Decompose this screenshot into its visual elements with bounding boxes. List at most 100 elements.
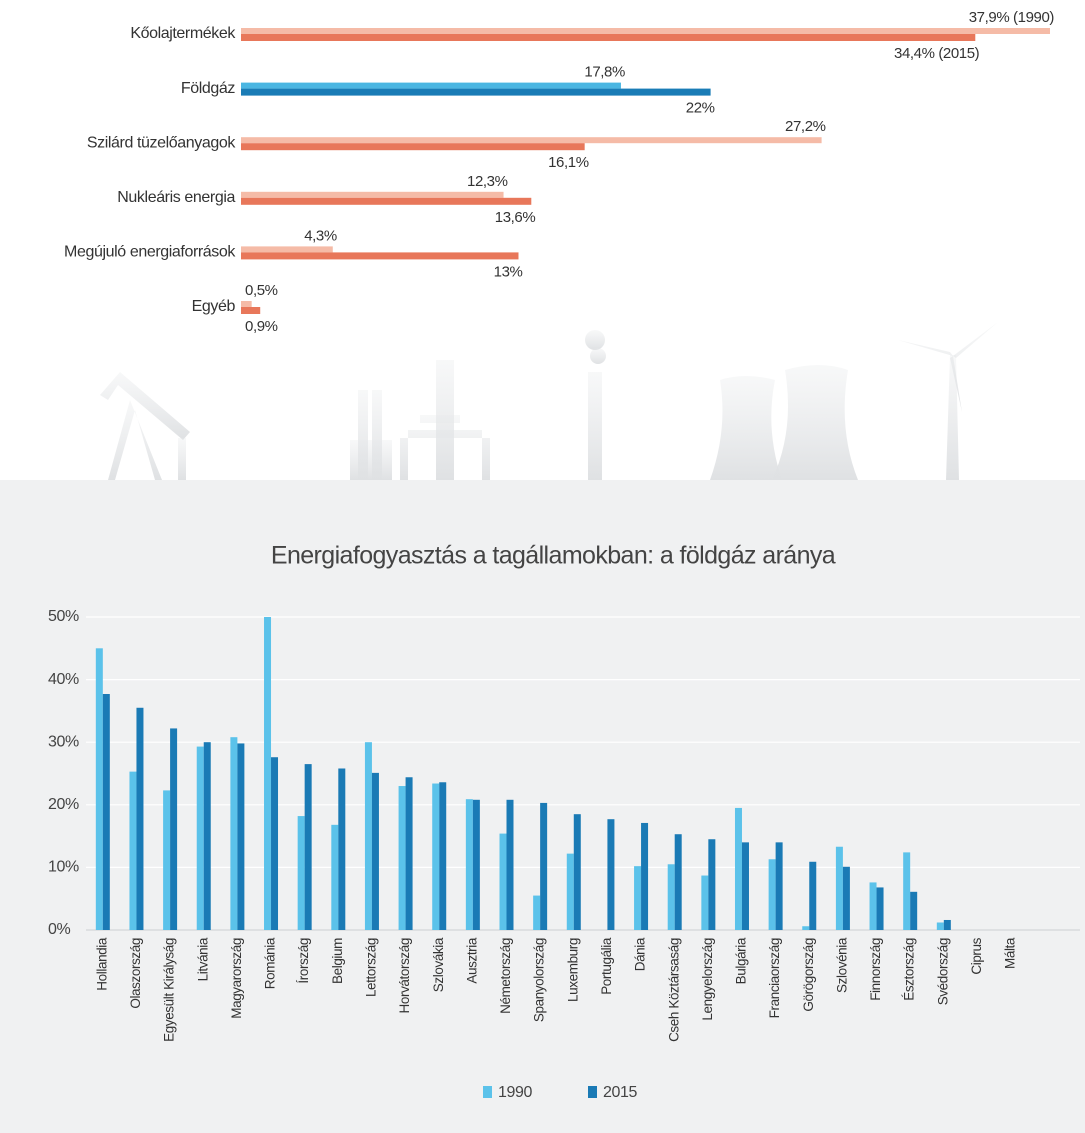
x-tick-label: Málta xyxy=(1003,937,1018,969)
bar xyxy=(129,772,136,930)
bar xyxy=(237,743,244,930)
x-tick-label: Szlovákia xyxy=(431,937,446,992)
bar xyxy=(241,307,260,314)
x-tick-label: Luxemburg xyxy=(565,938,580,1002)
bar xyxy=(675,834,682,930)
value-label: 17,8% xyxy=(584,64,625,81)
y-tick-label: 30% xyxy=(48,733,79,750)
chart-title: Energiafogyasztás a tagállamokban: a föl… xyxy=(271,542,836,570)
x-tick-label: Lengyelország xyxy=(700,938,715,1021)
bar xyxy=(473,800,480,930)
x-tick-label: Németország xyxy=(498,938,513,1014)
bar xyxy=(241,34,975,41)
bar xyxy=(877,887,884,930)
bar xyxy=(399,786,406,930)
bar xyxy=(264,617,271,930)
bar xyxy=(298,816,305,930)
bar xyxy=(197,747,204,930)
y-tick-label: 40% xyxy=(48,671,79,688)
category-label: Nukleáris energia xyxy=(117,189,235,206)
bar xyxy=(271,757,278,930)
bar xyxy=(843,867,850,930)
y-tick-label: 50% xyxy=(48,608,79,625)
bar xyxy=(607,819,614,930)
bar xyxy=(809,862,816,930)
x-tick-label: Spanyolország xyxy=(532,938,547,1022)
legend-swatch xyxy=(483,1086,492,1098)
x-tick-label: Finnország xyxy=(868,938,883,1001)
bar xyxy=(241,143,585,150)
x-tick-label: Hollandia xyxy=(94,937,109,991)
bar xyxy=(204,742,211,930)
x-tick-label: Svédország xyxy=(935,938,950,1005)
x-tick-label: Portugália xyxy=(599,937,614,995)
value-label: 16,1% xyxy=(548,154,589,171)
value-label: 0,5% xyxy=(245,282,278,299)
bar xyxy=(500,834,507,930)
x-tick-label: Írország xyxy=(296,938,311,984)
x-tick-label: Ciprus xyxy=(969,937,984,974)
bar xyxy=(331,825,338,930)
bar xyxy=(533,896,540,930)
bar xyxy=(735,808,742,930)
bar xyxy=(241,192,504,198)
x-tick-label: Franciaország xyxy=(767,938,782,1018)
x-tick-label: Dánia xyxy=(633,937,648,971)
value-label: 34,4% (2015) xyxy=(894,45,980,62)
bar xyxy=(432,784,439,930)
bar xyxy=(776,842,783,930)
bar xyxy=(372,773,379,930)
bar xyxy=(241,246,333,252)
bar xyxy=(937,922,944,930)
bar xyxy=(701,876,708,930)
x-tick-label: Románia xyxy=(263,937,278,989)
x-tick-label: Szlovénia xyxy=(834,937,849,993)
bar xyxy=(540,803,547,930)
value-label: 27,2% xyxy=(785,118,826,135)
bar xyxy=(103,694,110,930)
category-label: Megújuló energiaforrások xyxy=(64,244,236,261)
bar xyxy=(170,728,177,930)
value-label: 13,6% xyxy=(495,209,536,226)
bar xyxy=(742,842,749,930)
bar xyxy=(136,708,143,930)
bar xyxy=(365,742,372,930)
bar xyxy=(241,28,1050,34)
x-tick-label: Magyarország xyxy=(229,938,244,1019)
y-tick-label: 0% xyxy=(48,921,70,938)
legend-label: 2015 xyxy=(603,1084,637,1101)
infographic: Energiafogyasztás a tagállamokban: a föl… xyxy=(0,0,1085,1133)
bar xyxy=(668,864,675,930)
x-tick-label: Cseh Köztársaság xyxy=(666,938,681,1042)
bar xyxy=(406,777,413,930)
bar xyxy=(870,882,877,930)
bar xyxy=(466,799,473,930)
bar xyxy=(769,859,776,930)
bar xyxy=(836,847,843,930)
bar xyxy=(641,823,648,930)
category-label: Földgáz xyxy=(181,80,236,97)
x-tick-label: Görögország xyxy=(801,938,816,1012)
legend-label: 1990 xyxy=(498,1084,532,1101)
category-label: Kőolajtermékek xyxy=(130,25,236,42)
x-tick-label: Egyesült Királyság xyxy=(162,938,177,1042)
legend-swatch xyxy=(588,1086,597,1098)
bar xyxy=(241,137,822,143)
value-label: 0,9% xyxy=(245,318,278,335)
value-label: 4,3% xyxy=(304,227,337,244)
bar xyxy=(241,252,518,259)
value-label: 37,9% (1990) xyxy=(969,9,1055,26)
x-tick-label: Lettország xyxy=(364,938,379,997)
bar xyxy=(305,764,312,930)
category-label: Szilárd tüzelőanyagok xyxy=(87,134,237,151)
bar xyxy=(241,301,252,307)
bar xyxy=(507,800,514,930)
bar xyxy=(903,852,910,930)
x-tick-label: Olaszország xyxy=(128,938,143,1009)
x-tick-label: Észtország xyxy=(902,938,917,1001)
bar xyxy=(338,768,345,930)
category-label: Egyéb xyxy=(192,298,236,315)
industry-silhouettes xyxy=(0,300,1085,480)
x-tick-label: Horvátország xyxy=(397,938,412,1013)
y-tick-label: 20% xyxy=(48,796,79,813)
